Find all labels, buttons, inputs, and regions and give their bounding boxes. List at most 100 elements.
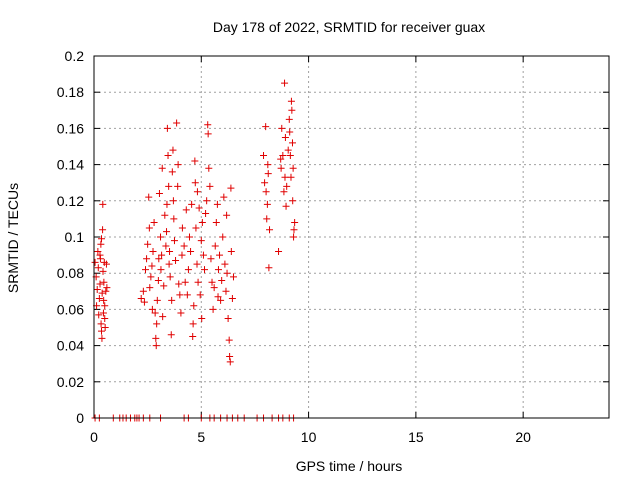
data-point — [163, 124, 171, 132]
data-points — [91, 79, 299, 422]
y-tick-label: 0.16 — [57, 120, 84, 136]
data-point — [218, 276, 226, 284]
data-point — [203, 197, 211, 205]
data-point — [195, 204, 203, 212]
data-point — [197, 237, 205, 245]
data-point — [191, 157, 199, 165]
data-point — [99, 226, 107, 234]
data-point — [285, 115, 293, 123]
data-point — [158, 251, 166, 259]
data-point — [275, 247, 283, 255]
data-point — [167, 331, 175, 339]
data-point — [177, 309, 185, 317]
y-tick-label: 0.08 — [57, 265, 84, 281]
grid — [94, 56, 609, 418]
data-point — [226, 352, 234, 360]
data-point — [189, 333, 197, 341]
data-point — [289, 197, 297, 205]
data-point — [227, 247, 235, 255]
data-point — [277, 164, 285, 172]
data-point — [151, 309, 159, 317]
data-point — [221, 260, 229, 268]
data-point — [144, 240, 152, 248]
data-point — [145, 224, 153, 232]
data-point — [99, 309, 107, 317]
data-point — [262, 188, 270, 196]
data-point — [189, 320, 197, 328]
data-point — [98, 289, 106, 297]
data-point — [291, 219, 299, 227]
data-point — [173, 119, 181, 127]
data-point — [199, 251, 207, 259]
data-point — [101, 324, 109, 331]
data-point — [99, 200, 107, 208]
data-point — [211, 242, 219, 250]
data-point — [91, 258, 99, 266]
data-point — [166, 273, 174, 281]
data-point — [95, 295, 103, 303]
data-point — [162, 242, 170, 250]
data-point — [206, 182, 214, 190]
data-point — [183, 291, 191, 299]
data-point — [225, 336, 233, 344]
data-point — [155, 190, 163, 198]
data-point — [222, 287, 230, 295]
data-point — [168, 168, 176, 176]
data-point — [152, 342, 160, 350]
data-point — [157, 233, 165, 241]
data-point — [178, 224, 186, 232]
data-point — [96, 251, 104, 259]
data-point — [101, 314, 109, 322]
y-axis: 0 0.02 0.04 0.06 0.08 0.1 0.12 0.14 0.16 0.18 0.2 — [57, 48, 609, 426]
data-point — [98, 235, 106, 243]
data-point — [181, 278, 189, 286]
data-point — [97, 240, 105, 248]
plot-frame — [93, 55, 610, 419]
data-point — [145, 193, 153, 201]
data-point — [164, 152, 172, 160]
data-point — [229, 273, 237, 281]
data-point — [265, 264, 273, 272]
data-point — [193, 188, 201, 196]
data-point — [150, 219, 158, 227]
data-point — [101, 302, 109, 310]
data-point — [198, 314, 206, 322]
x-tick-label: 5 — [197, 429, 205, 445]
data-point — [184, 266, 192, 274]
x-tick-label: 20 — [515, 429, 531, 445]
data-point — [281, 79, 289, 87]
data-point — [100, 296, 108, 304]
data-point — [166, 247, 174, 255]
data-point — [163, 228, 171, 236]
data-point — [210, 284, 218, 292]
data-point — [94, 264, 102, 272]
data-point — [137, 295, 145, 303]
data-point — [140, 298, 148, 306]
data-point — [175, 280, 183, 288]
data-point — [280, 188, 288, 196]
data-point — [201, 266, 209, 274]
data-point — [161, 211, 169, 219]
data-point — [160, 282, 168, 290]
data-point — [163, 200, 171, 208]
data-point — [224, 314, 232, 322]
data-point — [204, 130, 212, 138]
data-point — [281, 173, 289, 181]
data-point — [165, 260, 173, 268]
data-point — [216, 251, 224, 259]
y-tick-label: 0.12 — [57, 193, 84, 209]
data-point — [102, 287, 110, 295]
data-point — [262, 123, 270, 131]
data-point — [279, 152, 287, 160]
data-point — [178, 251, 186, 259]
data-point — [154, 276, 162, 284]
data-point — [290, 233, 298, 241]
data-point — [288, 139, 296, 147]
data-point — [174, 161, 182, 169]
data-point — [98, 327, 106, 335]
data-point — [263, 200, 271, 208]
data-point — [194, 278, 202, 286]
data-point — [264, 161, 272, 169]
x-axis-title: GPS time / hours — [296, 458, 403, 474]
data-point — [97, 320, 105, 328]
